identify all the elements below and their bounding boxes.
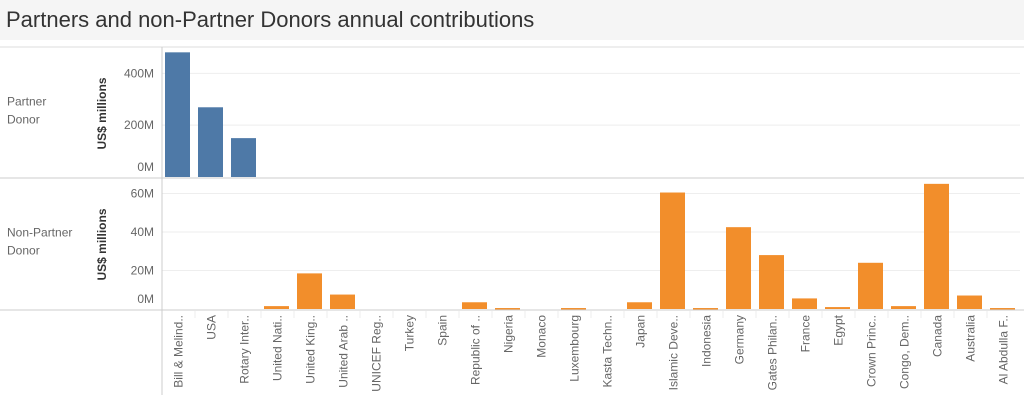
chart-title: Partners and non-Partner Donors annual c… (0, 0, 1024, 40)
x-tick-label: Canada (931, 315, 945, 357)
y-tick-label: 0M (137, 160, 154, 174)
bar (858, 262, 883, 309)
row-label: Non-Partner (7, 226, 72, 240)
x-tick-label: Kasta Techn.. (601, 315, 615, 388)
y-tick-label: 60M (131, 186, 154, 200)
x-tick-label: Congo, Dem.. (898, 315, 912, 389)
bar (462, 302, 487, 309)
y-axis-label: US$ millions (95, 208, 109, 280)
bar (759, 255, 784, 309)
x-tick-label: Turkey (403, 315, 417, 351)
x-tick-label: Crown Princ.. (865, 315, 879, 387)
x-tick-label: Germany (733, 315, 747, 364)
x-tick-label: United King.. (304, 315, 318, 384)
bar (825, 307, 850, 309)
y-tick-label: 40M (131, 225, 154, 239)
x-tick-label: United Nati.. (271, 315, 285, 381)
x-tick-label: Nigeria (502, 315, 516, 353)
x-tick-label: France (799, 315, 813, 353)
x-tick-label: Australia (964, 315, 978, 362)
x-tick-label: Islamic Deve.. (667, 315, 681, 390)
bar (924, 183, 949, 309)
x-tick-label: Al Abdulla F.. (997, 315, 1011, 384)
x-tick-label: Monaco (535, 315, 549, 358)
bar (957, 295, 982, 309)
bar (330, 294, 355, 309)
bar (891, 306, 916, 309)
x-tick-label: Gates Philan.. (766, 315, 780, 390)
row-label: Partner (7, 95, 46, 109)
bar (627, 302, 652, 309)
x-tick-label: Spain (436, 315, 450, 346)
bar (231, 138, 256, 177)
x-tick-label: Indonesia (700, 315, 714, 367)
bar (660, 192, 685, 309)
bar (264, 306, 289, 309)
x-tick-label: UNICEF Reg.. (370, 315, 384, 392)
y-tick-label: 20M (131, 263, 154, 277)
x-tick-label: Luxembourg (568, 315, 582, 382)
x-tick-label: Rotary Inter.. (238, 315, 252, 384)
x-tick-label: USA (205, 315, 219, 340)
x-tick-label: Japan (634, 315, 648, 348)
bar (561, 308, 586, 310)
bar (297, 273, 322, 309)
y-tick-label: 200M (124, 118, 154, 132)
bar (990, 308, 1015, 310)
bar (495, 308, 520, 310)
bar (693, 308, 718, 310)
x-tick-label: Bill & Melind.. (172, 315, 186, 388)
y-tick-label: 400M (124, 66, 154, 80)
x-tick-label: Republic of .. (469, 315, 483, 385)
x-tick-label: Egypt (832, 314, 846, 345)
x-tick-label: United Arab .. (337, 315, 351, 388)
y-tick-label: 0M (137, 292, 154, 306)
row-label: Donor (7, 113, 40, 127)
row-label: Donor (7, 244, 40, 258)
y-axis-label: US$ millions (95, 77, 109, 149)
bar (726, 227, 751, 309)
bar (165, 52, 190, 177)
bar (792, 298, 817, 309)
bar (198, 107, 223, 177)
